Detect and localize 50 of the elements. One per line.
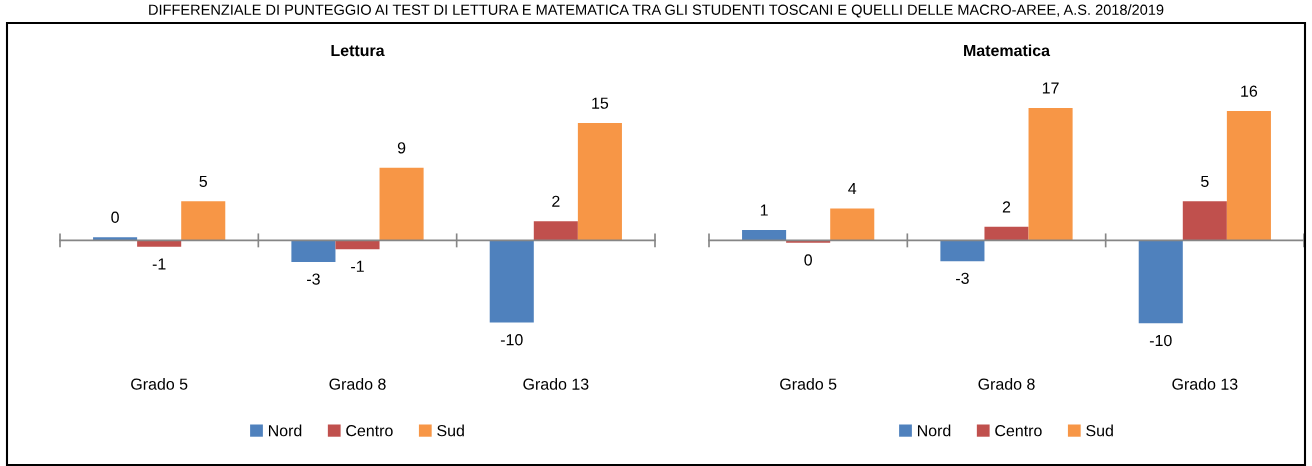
data-label: 9	[397, 142, 406, 154]
bar	[533, 221, 578, 241]
legend-label: Sud	[1086, 424, 1113, 437]
data-label: -3	[307, 273, 320, 285]
x-tick-label: Grado 5	[131, 378, 188, 390]
bar	[742, 230, 787, 241]
data-label: -10	[500, 334, 523, 346]
bar	[1182, 201, 1227, 241]
data-label: 5	[1201, 175, 1209, 188]
data-label: -10	[1149, 334, 1172, 347]
data-label: -1	[351, 260, 364, 272]
data-label: 2	[552, 195, 560, 207]
chart-title: Lettura	[331, 45, 385, 57]
bar	[1028, 107, 1073, 241]
x-tick-label: Grado 5	[780, 378, 837, 390]
data-label: 4	[848, 183, 857, 195]
bar	[1138, 240, 1183, 324]
x-tick-label: Grado 8	[329, 378, 386, 390]
data-label: 0	[804, 254, 812, 266]
legend-label: Centro	[346, 425, 393, 437]
text: DIFFERENZIALE DI PUNTEGGIO AI TEST DI LETTURA E MATEMATICA TRA GLI STUDENTI TOSCANI E QUELLI DELLE MACRO-AREE, A.S. 2018/2019	[149, 4, 1164, 18]
data-label: 0	[111, 211, 119, 223]
x-tick-label: Grado 13	[523, 378, 589, 390]
data-label: 17	[1042, 82, 1059, 94]
bar	[181, 201, 226, 241]
chart-title: Matematica	[964, 44, 1051, 57]
bar	[137, 240, 182, 247]
bar	[984, 226, 1029, 241]
x-tick-label: Grado 13	[1172, 378, 1238, 390]
bar	[335, 240, 380, 250]
data-label: 16	[1241, 85, 1258, 97]
data-label: -1	[152, 258, 166, 270]
legend-label: Centro	[995, 425, 1042, 437]
legend-label: Nord	[917, 424, 951, 437]
bar	[291, 240, 336, 262]
bar	[1226, 111, 1271, 241]
bar	[489, 240, 534, 323]
x-tick-label: Grado 8	[978, 378, 1035, 390]
data-label: 15	[592, 97, 609, 109]
data-label: -3	[956, 272, 969, 284]
bar	[93, 237, 138, 241]
data-label: 1	[760, 204, 768, 216]
bar	[379, 167, 424, 241]
bar	[940, 240, 985, 262]
bar	[830, 208, 875, 241]
bar	[577, 123, 622, 241]
legend-label: Sud	[437, 424, 464, 437]
data-label: 2	[1002, 201, 1011, 213]
legend-label: Nord	[268, 424, 302, 437]
data-label: 5	[199, 175, 208, 188]
